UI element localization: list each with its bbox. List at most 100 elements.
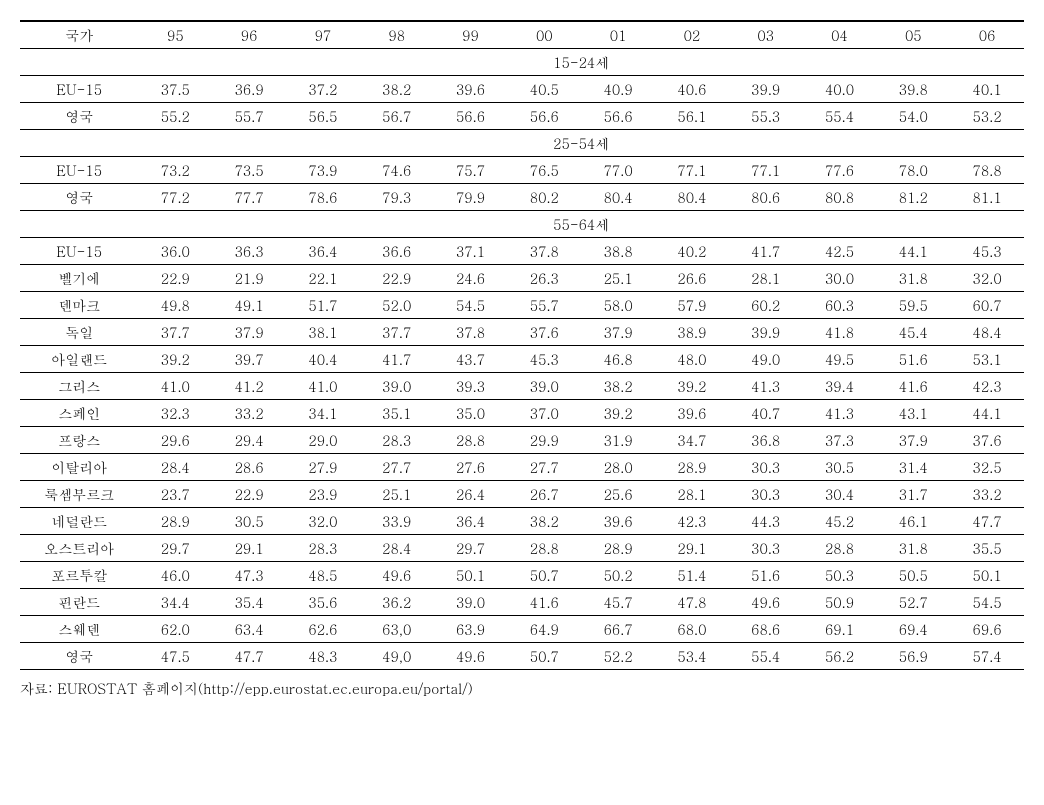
value-cell: 49.1	[212, 292, 286, 319]
age-group-row: 15-24세	[20, 49, 1024, 76]
value-cell: 69.6	[950, 616, 1024, 643]
value-cell: 51.4	[655, 562, 729, 589]
value-cell: 45.2	[803, 508, 877, 535]
table-row: 덴마크49.849.151.752.054.555.758.057.960.26…	[20, 292, 1024, 319]
value-cell: 31.4	[876, 454, 950, 481]
value-cell: 35.6	[286, 589, 360, 616]
value-cell: 73.2	[138, 157, 212, 184]
value-cell: 52.7	[876, 589, 950, 616]
value-cell: 80.6	[729, 184, 803, 211]
country-cell: 아일랜드	[20, 346, 138, 373]
value-cell: 29.0	[286, 427, 360, 454]
value-cell: 30.5	[212, 508, 286, 535]
value-cell: 39.3	[434, 373, 508, 400]
value-cell: 27.6	[434, 454, 508, 481]
value-cell: 22.1	[286, 265, 360, 292]
value-cell: 49,0	[360, 643, 434, 670]
value-cell: 48.0	[655, 346, 729, 373]
table-row: 영국55.255.756.556.756.656.656.656.155.355…	[20, 103, 1024, 130]
value-cell: 41.7	[729, 238, 803, 265]
value-cell: 32.0	[286, 508, 360, 535]
value-cell: 27.9	[286, 454, 360, 481]
value-cell: 40.6	[655, 76, 729, 103]
country-cell: 포르투칼	[20, 562, 138, 589]
country-cell: 덴마크	[20, 292, 138, 319]
value-cell: 34.1	[286, 400, 360, 427]
value-cell: 25.6	[581, 481, 655, 508]
value-cell: 31.9	[581, 427, 655, 454]
value-cell: 30.3	[729, 454, 803, 481]
value-cell: 22.9	[360, 265, 434, 292]
value-cell: 39.8	[876, 76, 950, 103]
value-cell: 58.0	[581, 292, 655, 319]
table-row: EU-1573.273.573.974.675.776.577.077.177.…	[20, 157, 1024, 184]
header-country: 국가	[20, 21, 138, 49]
value-cell: 28.9	[655, 454, 729, 481]
value-cell: 44.1	[950, 400, 1024, 427]
value-cell: 28.4	[360, 535, 434, 562]
age-group-label: 25-54세	[138, 130, 1024, 157]
country-cell: 벨기에	[20, 265, 138, 292]
value-cell: 40.7	[729, 400, 803, 427]
value-cell: 28.3	[360, 427, 434, 454]
value-cell: 51.6	[876, 346, 950, 373]
value-cell: 53.1	[950, 346, 1024, 373]
value-cell: 30.0	[803, 265, 877, 292]
value-cell: 73.5	[212, 157, 286, 184]
value-cell: 40.0	[803, 76, 877, 103]
value-cell: 36.2	[360, 589, 434, 616]
value-cell: 39.2	[581, 400, 655, 427]
value-cell: 42.3	[655, 508, 729, 535]
value-cell: 77.7	[212, 184, 286, 211]
value-cell: 77.1	[729, 157, 803, 184]
value-cell: 30.3	[729, 481, 803, 508]
country-cell: 프랑스	[20, 427, 138, 454]
header-year: 00	[507, 21, 581, 49]
value-cell: 38.8	[581, 238, 655, 265]
age-group-label: 55-64세	[138, 211, 1024, 238]
value-cell: 74.6	[360, 157, 434, 184]
value-cell: 49.6	[434, 643, 508, 670]
value-cell: 56.9	[876, 643, 950, 670]
value-cell: 39.2	[138, 346, 212, 373]
value-cell: 37.3	[803, 427, 877, 454]
value-cell: 32.3	[138, 400, 212, 427]
value-cell: 41.8	[803, 319, 877, 346]
table-row: 프랑스29.629.429.028.328.829.931.934.736.83…	[20, 427, 1024, 454]
value-cell: 46.8	[581, 346, 655, 373]
value-cell: 78.6	[286, 184, 360, 211]
value-cell: 80.2	[507, 184, 581, 211]
country-cell: 영국	[20, 184, 138, 211]
value-cell: 35.4	[212, 589, 286, 616]
value-cell: 28.0	[581, 454, 655, 481]
value-cell: 54.5	[434, 292, 508, 319]
table-row: 영국77.277.778.679.379.980.280.480.480.680…	[20, 184, 1024, 211]
age-group-blank	[20, 49, 138, 76]
source-note: 자료: EUROSTAT 홈페이지(http://epp.eurostat.ec…	[20, 678, 1024, 698]
country-cell: 룩셈부르크	[20, 481, 138, 508]
value-cell: 49.0	[729, 346, 803, 373]
table-row: 이탈리아28.428.627.927.727.627.728.028.930.3…	[20, 454, 1024, 481]
value-cell: 60.2	[729, 292, 803, 319]
value-cell: 75.7	[434, 157, 508, 184]
value-cell: 33.2	[950, 481, 1024, 508]
value-cell: 56.1	[655, 103, 729, 130]
value-cell: 28.3	[286, 535, 360, 562]
value-cell: 79.9	[434, 184, 508, 211]
country-cell: 영국	[20, 643, 138, 670]
value-cell: 35.0	[434, 400, 508, 427]
value-cell: 54.5	[950, 589, 1024, 616]
value-cell: 34.7	[655, 427, 729, 454]
age-group-row: 55-64세	[20, 211, 1024, 238]
table-row: 아일랜드39.239.740.441.743.745.346.848.049.0…	[20, 346, 1024, 373]
value-cell: 33.2	[212, 400, 286, 427]
value-cell: 37.9	[581, 319, 655, 346]
value-cell: 41.3	[729, 373, 803, 400]
value-cell: 22.9	[212, 481, 286, 508]
table-row: EU-1536.036.336.436.637.137.838.840.241.…	[20, 238, 1024, 265]
header-year: 98	[360, 21, 434, 49]
value-cell: 35.5	[950, 535, 1024, 562]
value-cell: 50.7	[507, 562, 581, 589]
value-cell: 27.7	[360, 454, 434, 481]
value-cell: 41.0	[286, 373, 360, 400]
